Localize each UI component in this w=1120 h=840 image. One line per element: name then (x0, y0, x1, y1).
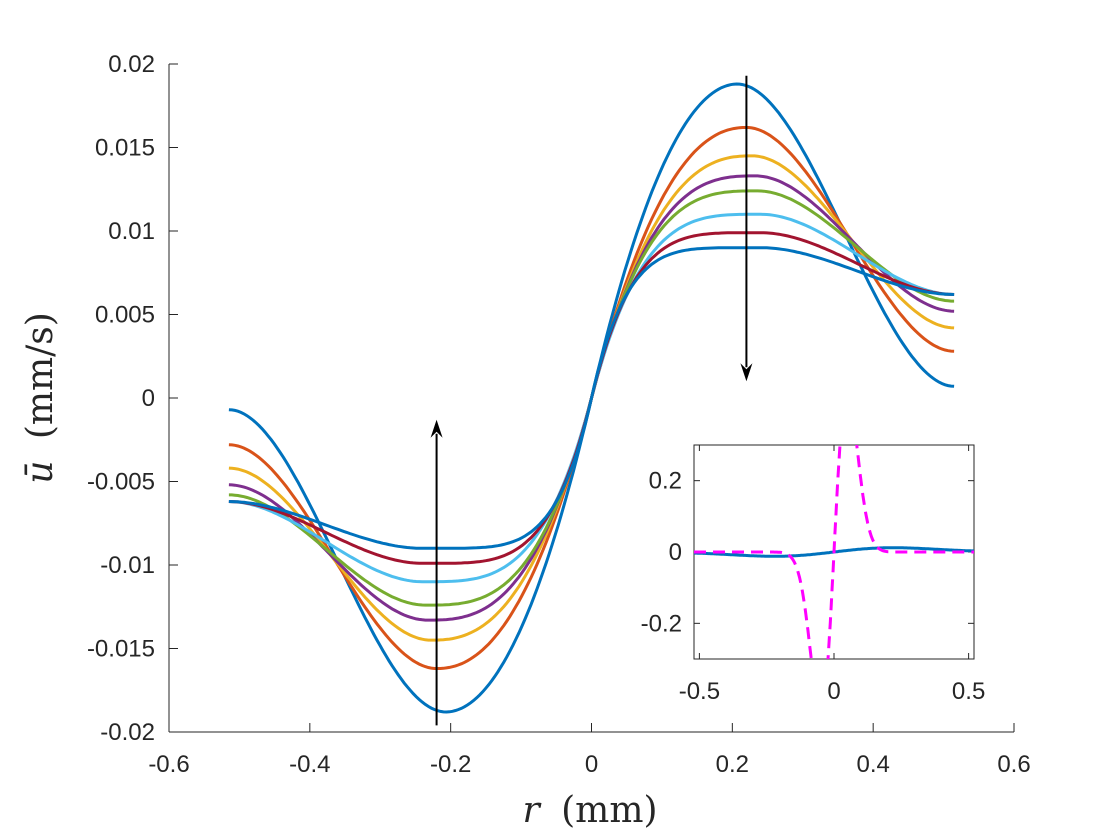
y-axis-variable: ū (20, 461, 61, 484)
y-axis-title: ū (mm/s) (20, 312, 61, 484)
inset-y-tick-label: -0.2 (641, 610, 682, 637)
annotation-arrows (430, 75, 753, 726)
inset-series-group (694, 445, 974, 659)
inset-x-tick-label: 0 (827, 678, 840, 705)
x-tick-label: -0.6 (148, 751, 189, 778)
main-x-ticks: -0.6 -0.4 -0.2 0 0.2 0.4 0.6 (148, 723, 1031, 778)
main-y-ticks: -0.02 -0.015 -0.01 -0.005 0 0.005 0.01 0.015 0.0… (87, 51, 178, 746)
x-tick-label: -0.4 (289, 751, 330, 778)
inset-axes: -0.5 0 0.5 -0.2 0 0.2 (641, 444, 985, 705)
main-axes: -0.6 -0.4 -0.2 0 0.2 0.4 0.6 -0.02-0.015-0.01-… (87, 51, 1031, 778)
x-tick-label: 0 (585, 751, 598, 778)
y-tick-label: 0.02 (108, 51, 155, 78)
y-tick-label: 0 (142, 385, 155, 412)
y-tick-label: 0.015 (95, 135, 155, 162)
inset-line-spike-profile (694, 445, 974, 659)
y-axis-unit: (mm/s) (20, 312, 61, 439)
y-tick-label: -0.005 (87, 469, 155, 496)
x-tick-label: 0.6 (997, 751, 1030, 778)
x-tick-label: 0.4 (856, 751, 889, 778)
inset-y-ticks: -0.2 0 0.2 (641, 468, 974, 637)
main-series-group (228, 82, 955, 714)
inset-x-ticks: -0.5 0 0.5 (679, 445, 985, 705)
inset-x-tick-label: -0.5 (679, 678, 720, 705)
x-tick-label: 0.2 (716, 751, 749, 778)
y-tick-label: -0.015 (87, 636, 155, 663)
y-tick-label: -0.02 (100, 719, 155, 746)
arrow-up-head (430, 419, 443, 438)
y-tick-label: 0.01 (108, 218, 155, 245)
x-axis-unit: (mm) (561, 790, 657, 831)
x-axis-title: r (mm) (522, 790, 657, 831)
x-axis-variable: r (522, 790, 541, 831)
arrow-down-head (740, 363, 753, 382)
y-tick-label: 0.005 (95, 302, 155, 329)
series-line-curve-8 (228, 246, 955, 550)
inset-x-tick-label: 0.5 (952, 678, 985, 705)
y-tick-label: -0.01 (100, 552, 155, 579)
inset-y-tick-label: 0 (669, 539, 682, 566)
x-tick-label: -0.2 (430, 751, 471, 778)
inset-y-tick-label: 0.2 (649, 468, 682, 495)
